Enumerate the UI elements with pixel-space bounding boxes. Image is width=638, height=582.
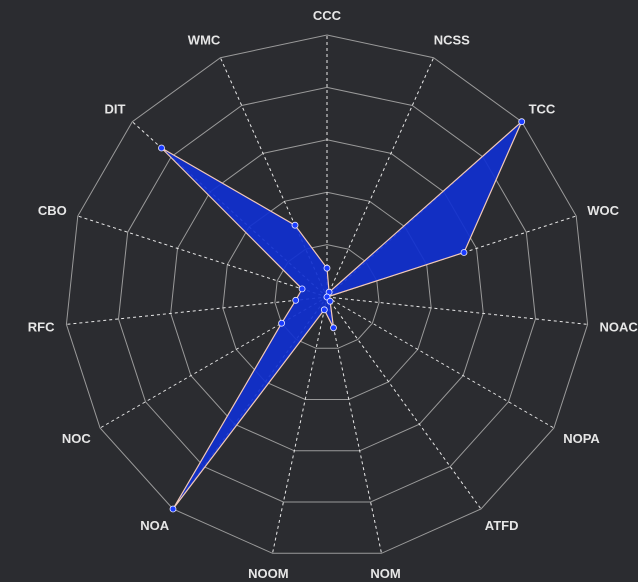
grid-ring-4: [117, 86, 537, 503]
data-point-noa: [169, 505, 177, 513]
axis-label-woc: WOC: [587, 203, 619, 218]
spoke-noac: [326, 296, 588, 325]
axis-label-cbo: CBO: [38, 203, 67, 218]
axis-label-dit: DIT: [104, 101, 125, 116]
axis-label-noc: NOC: [62, 431, 92, 446]
spoke-atfd: [326, 296, 482, 510]
data-point-dit: [158, 144, 165, 152]
data-point-ccc: [323, 264, 331, 272]
data-point-noc: [278, 319, 286, 327]
axis-label-noa: NOA: [140, 518, 170, 533]
spoke-cbo: [77, 215, 328, 298]
axis-label-noom: NOOM: [248, 566, 288, 581]
data-point-woc: [460, 249, 468, 256]
data-point-atfd: [326, 297, 334, 305]
data-point-rfc: [292, 296, 300, 304]
axis-label-ncss: NCSS: [434, 32, 470, 47]
axis-label-nom: NOM: [370, 566, 400, 581]
axis-label-atfd: ATFD: [485, 518, 519, 533]
data-point-noom: [320, 306, 328, 314]
axis-label-ccc: CCC: [313, 8, 342, 23]
axis-label-noac: NOAC: [600, 320, 638, 335]
axis-label-wmc: WMC: [188, 32, 221, 47]
spoke-rfc: [66, 296, 328, 325]
spoke-nom: [326, 296, 382, 554]
grid-ring-5: [65, 34, 589, 554]
data-point-tcc: [518, 118, 526, 126]
spoke-noom: [272, 296, 328, 554]
spoke-ncss: [326, 57, 435, 298]
data-point-nom: [330, 324, 337, 332]
axis-label-nopa: NOPA: [563, 431, 600, 446]
axis-label-tcc: TCC: [529, 101, 556, 116]
radar-data-points: [158, 118, 526, 513]
spoke-nopa: [326, 296, 555, 429]
data-point-wmc: [291, 221, 299, 229]
radar-axis-labels: CCC NCSS TCC WOC NOAC NOPA ATFD NOM NOOM NOA NOC RF…: [28, 8, 638, 581]
data-point-cbo: [298, 285, 306, 293]
axis-label-rfc: RFC: [28, 320, 55, 335]
